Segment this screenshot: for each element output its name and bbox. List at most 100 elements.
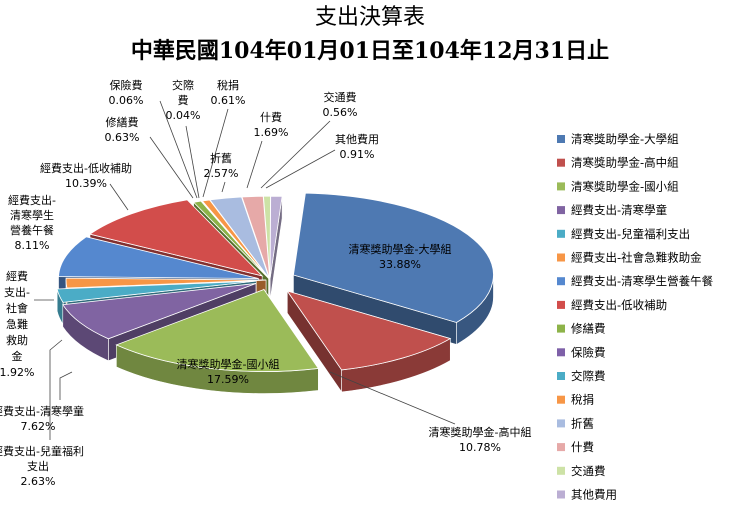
- slice-5: [65, 277, 267, 289]
- leader-line-8: [149, 136, 194, 199]
- data-label-percent-11: 0.61%: [211, 94, 246, 107]
- data-label-11-line-0: 稅捐: [217, 78, 239, 92]
- data-label-4-line-1: 支出: [27, 459, 49, 473]
- leader-line-7: [109, 183, 129, 211]
- legend-entry-14: 交通費: [571, 464, 606, 478]
- slice-0: [293, 192, 494, 323]
- slice-2: [115, 289, 320, 372]
- data-label-5-line-4: 救助: [6, 333, 28, 347]
- legend-swatch-8: [557, 324, 565, 333]
- data-label-12-line-0: 折舊: [210, 151, 232, 165]
- legend-entry-2: 清寒獎助學金-國小組: [571, 179, 679, 193]
- legend-entry-3: 經費支出-清寒學童: [571, 203, 667, 217]
- data-labels: 清寒獎助學金-大學組 33.88% 清寒獎助學金-高中組 10.78% 清寒獎助學金-國…: [0, 78, 531, 488]
- legend-swatch-6: [557, 277, 565, 286]
- legend-swatch-3: [557, 206, 565, 215]
- data-label-percent-9: 0.06%: [109, 94, 144, 107]
- legend-entry-1: 清寒獎助學金-高中組: [571, 156, 679, 170]
- legend-entry-11: 稅捐: [571, 393, 594, 407]
- data-label-5-line-0: 經費: [6, 269, 28, 283]
- legend-swatch-2: [557, 182, 565, 191]
- leader-line-11: [202, 108, 229, 198]
- data-label-percent-4: 2.63%: [21, 475, 56, 488]
- data-label-percent-0: 33.88%: [379, 258, 421, 271]
- slice-7: [89, 199, 264, 277]
- data-label-0-line-0: 清寒獎助學金-大學組: [349, 242, 452, 256]
- slice-3: [62, 283, 257, 340]
- data-label-2-line-0: 清寒獎助學金-國小組: [177, 357, 280, 371]
- data-label-14-line-0: 交通費: [324, 90, 357, 104]
- data-label-4-line-0: 經費支出-兒童福利: [0, 444, 84, 458]
- legend-entry-7: 經費支出-低收補助: [571, 298, 667, 312]
- legend-entry-12: 折舊: [571, 416, 594, 430]
- data-label-percent-8: 0.63%: [105, 131, 140, 144]
- data-label-9-line-0: 保險費: [110, 78, 143, 92]
- legend-entry-4: 經費支出-兒童福利支出: [571, 227, 690, 241]
- data-label-percent-2: 17.59%: [207, 373, 249, 386]
- data-label-1-line-0: 清寒獎助學金-高中組: [429, 425, 532, 439]
- leader-line-14: [260, 120, 331, 189]
- legend-entry-10: 交際費: [571, 369, 606, 383]
- slice-6: [58, 236, 259, 279]
- data-label-percent-12: 2.57%: [204, 167, 239, 180]
- legend-entry-13: 什費: [571, 440, 594, 454]
- data-label-13-line-0: 什費: [260, 110, 282, 124]
- data-label-5-line-5: 金: [12, 349, 23, 363]
- data-label-10-line-0: 交際: [172, 78, 194, 92]
- data-label-7-line-0: 經費支出-低收補助: [40, 161, 132, 175]
- leader-line-15: [265, 149, 336, 189]
- legend-swatch-12: [557, 419, 565, 428]
- legend-entry-5: 經費支出-社會急難救助金: [571, 251, 702, 265]
- legend-swatch-14: [557, 466, 565, 475]
- leader-line-13: [246, 140, 263, 189]
- legend-swatch-13: [557, 443, 565, 452]
- legend-swatch-4: [557, 229, 565, 238]
- data-label-percent-10: 0.04%: [166, 109, 201, 122]
- slice-12: [209, 196, 270, 279]
- chart-subtitle: 中華民國104年01月01日至104年12月31日止: [131, 38, 609, 64]
- slice-4: [56, 280, 257, 303]
- legend-entry-9: 保險費: [571, 345, 606, 359]
- data-label-6-line-1: 清寒學生: [10, 208, 54, 222]
- leader-line-9: [159, 100, 198, 199]
- leader-line-3: [59, 371, 73, 400]
- data-label-15-line-0: 其他費用: [335, 132, 379, 146]
- legend-entry-15: 其他費用: [571, 488, 617, 502]
- chart-title: 支出決算表: [315, 5, 425, 30]
- leader-line-12: [221, 181, 226, 193]
- data-label-percent-7: 10.39%: [65, 177, 107, 190]
- leader-lines: [34, 100, 456, 440]
- data-label-percent-5: 1.92%: [0, 366, 34, 379]
- data-label-percent-13: 1.69%: [254, 126, 289, 139]
- legend-swatch-15: [557, 490, 565, 499]
- data-label-percent-15: 0.91%: [340, 148, 375, 161]
- slice-15: [269, 195, 283, 279]
- data-label-5-line-3: 急難: [6, 317, 28, 331]
- data-label-3-line-0: 經費支出-清寒學童: [0, 404, 84, 418]
- data-label-8-line-0: 修繕費: [106, 115, 139, 129]
- legend-swatch-0: [557, 135, 565, 143]
- legend-entry-6: 經費支出-清寒學生營養午餐: [571, 274, 714, 288]
- legend-swatch-10: [557, 372, 565, 380]
- legend: 清寒獎助學金-大學組清寒獎助學金-高中組清寒獎助學金-國小組經費支出-清寒學童經…: [557, 132, 714, 502]
- legend-entry-0: 清寒獎助學金-大學組: [571, 132, 679, 146]
- leader-line-1: [329, 371, 456, 425]
- data-label-6-line-2: 營養午餐: [10, 223, 54, 237]
- data-label-5-line-2: 社會: [6, 301, 28, 315]
- legend-entry-8: 修繕費: [571, 322, 606, 336]
- data-label-percent-1: 10.78%: [459, 441, 501, 454]
- data-label-6-line-0: 經費支出-: [8, 193, 56, 207]
- data-label-5-line-1: 支出-: [4, 285, 30, 299]
- slice-1: [286, 290, 452, 371]
- data-label-percent-3: 7.62%: [21, 420, 56, 433]
- legend-swatch-5: [557, 253, 565, 262]
- legend-swatch-11: [557, 395, 565, 404]
- data-label-10-line-1: 費: [178, 93, 189, 107]
- legend-swatch-1: [557, 158, 565, 167]
- data-label-percent-6: 8.11%: [15, 239, 50, 252]
- leader-line-4: [49, 339, 63, 440]
- leader-line-10: [185, 125, 200, 199]
- data-label-percent-14: 0.56%: [323, 106, 358, 119]
- legend-swatch-7: [557, 300, 565, 309]
